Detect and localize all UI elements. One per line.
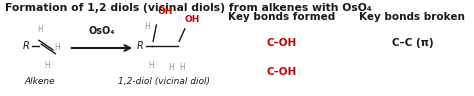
Text: Alkene: Alkene: [25, 77, 55, 86]
Text: Key bonds broken: Key bonds broken: [359, 12, 465, 22]
Text: H: H: [144, 22, 150, 31]
Text: Formation of 1,2 diols (vicinal diols) from alkenes with OsO₄: Formation of 1,2 diols (vicinal diols) f…: [5, 3, 371, 13]
Text: C–C (π): C–C (π): [392, 38, 433, 48]
Text: OH: OH: [158, 7, 173, 16]
Text: OH: OH: [185, 15, 200, 24]
Text: H: H: [54, 43, 60, 52]
Text: H: H: [45, 61, 50, 70]
Text: Key bonds formed: Key bonds formed: [228, 12, 336, 22]
Text: H: H: [168, 63, 173, 72]
Text: R: R: [137, 41, 143, 51]
Text: H: H: [37, 25, 43, 34]
Text: H: H: [148, 61, 154, 70]
Text: C–OH: C–OH: [267, 38, 297, 48]
Text: R: R: [23, 41, 29, 51]
Text: OsO₄: OsO₄: [89, 26, 115, 36]
Text: H: H: [180, 63, 185, 72]
Text: 1,2-diol (vicinal diol): 1,2-diol (vicinal diol): [118, 77, 210, 86]
Text: C–OH: C–OH: [267, 67, 297, 77]
